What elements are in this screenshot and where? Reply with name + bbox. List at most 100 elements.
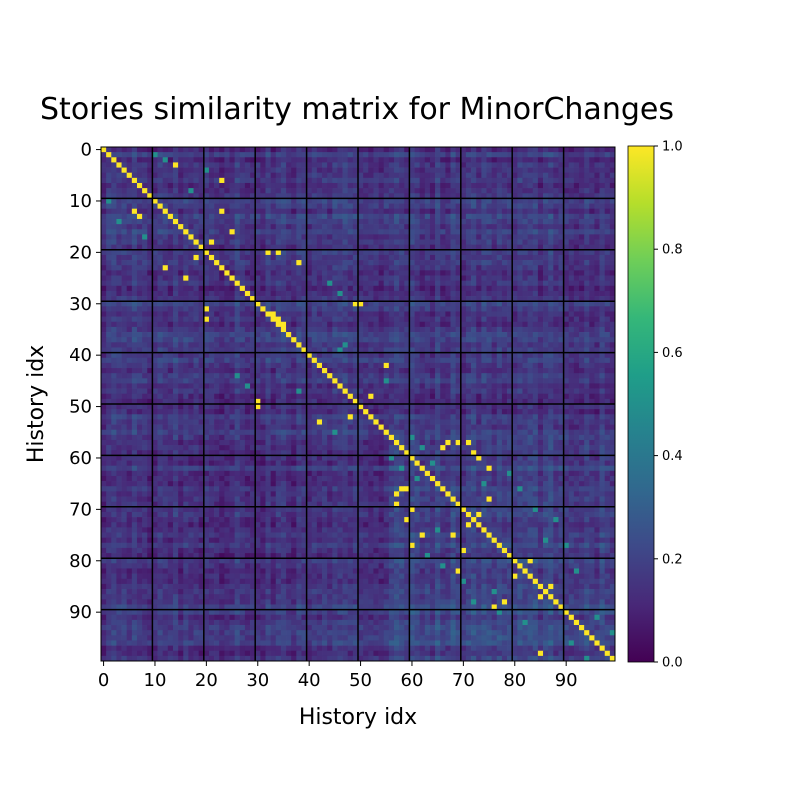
heatmap-cell (409, 357, 415, 364)
heatmap-cell (152, 218, 158, 225)
heatmap-cell (152, 234, 158, 240)
heatmap-cell (537, 326, 544, 333)
heatmap-cell (501, 368, 508, 374)
heatmap-cell (260, 311, 266, 317)
heatmap-cell (250, 275, 256, 281)
heatmap-cell (383, 193, 390, 199)
heatmap-cell (373, 280, 379, 287)
heatmap-cell (404, 218, 410, 225)
heatmap-cell (280, 152, 287, 158)
heatmap-cell (435, 398, 441, 405)
heatmap-cell (188, 254, 194, 261)
heatmap-cell (512, 254, 518, 261)
heatmap-cell (136, 321, 143, 328)
heatmap-cell (594, 290, 600, 297)
heatmap-cell (414, 337, 421, 343)
heatmap-cell (543, 398, 549, 405)
heatmap-cell (152, 265, 158, 271)
heatmap-cell (532, 172, 539, 179)
heatmap-cell (424, 177, 431, 184)
heatmap-cell (157, 229, 164, 235)
heatmap-cell (198, 244, 205, 251)
heatmap-cell (568, 172, 575, 179)
heatmap-cell (239, 213, 246, 220)
heatmap-cell (116, 311, 122, 317)
heatmap-cell (460, 198, 467, 204)
heatmap-cell (399, 362, 405, 369)
heatmap-cell (558, 290, 564, 297)
heatmap-cell (522, 249, 528, 256)
heatmap-cell (306, 290, 313, 297)
heatmap-cell (250, 198, 256, 204)
heatmap-cell (322, 373, 328, 379)
heatmap-cell (183, 213, 189, 220)
heatmap-cell (116, 347, 122, 353)
heatmap-cell (435, 352, 441, 359)
heatmap-cell (244, 244, 251, 251)
heatmap-cell (322, 378, 328, 384)
heatmap-cell (296, 306, 302, 312)
heatmap-cell (126, 234, 133, 240)
heatmap-cell (296, 157, 302, 163)
heatmap-cell (183, 368, 189, 374)
heatmap-cell (214, 265, 220, 271)
heatmap-cell (424, 306, 431, 312)
heatmap-cell (358, 393, 364, 400)
heatmap-cell (553, 290, 559, 297)
heatmap-cell (178, 393, 184, 400)
heatmap-cell (486, 296, 492, 302)
heatmap-cell (255, 188, 261, 194)
heatmap-cell (280, 311, 287, 317)
heatmap-cell (147, 203, 153, 210)
heatmap-cell (275, 332, 282, 338)
heatmap-cell (162, 147, 169, 153)
heatmap-cell (481, 285, 487, 292)
heatmap-cell (476, 147, 482, 153)
heatmap-cell (322, 239, 328, 246)
heatmap-cell (342, 373, 349, 379)
heatmap-cell (568, 342, 575, 348)
heatmap-cell (373, 244, 379, 251)
heatmap-cell (136, 239, 143, 246)
heatmap-cell (594, 332, 600, 338)
heatmap-cell (147, 152, 153, 158)
heatmap-cell (126, 218, 133, 225)
heatmap-cell (101, 290, 107, 297)
heatmap-cell (193, 260, 200, 266)
heatmap-cell (162, 275, 169, 281)
heatmap-cell (311, 162, 318, 168)
heatmap-cell (250, 254, 256, 261)
heatmap-cell (573, 193, 580, 199)
heatmap-cell (424, 357, 431, 364)
heatmap-cell (599, 388, 606, 395)
heatmap-cell (203, 275, 210, 281)
heatmap-cell (409, 224, 415, 230)
heatmap-cell (465, 352, 472, 359)
heatmap-cell (358, 306, 364, 312)
heatmap-cell (507, 208, 513, 215)
heatmap-cell (414, 270, 421, 276)
heatmap-cell (450, 398, 457, 405)
heatmap-cell (455, 270, 462, 276)
heatmap-cell (471, 275, 477, 281)
heatmap-cell (584, 306, 590, 312)
heatmap-cell (481, 260, 487, 266)
heatmap-cell (373, 249, 379, 256)
heatmap-cell (409, 147, 415, 153)
heatmap-cell (471, 326, 477, 333)
heatmap-cell (172, 213, 179, 220)
heatmap-cell (404, 316, 410, 323)
heatmap-cell (543, 167, 549, 174)
heatmap-cell (121, 244, 128, 251)
heatmap-cell (183, 290, 189, 297)
heatmap-cell (445, 270, 451, 276)
heatmap-cell (543, 147, 549, 153)
heatmap-cell (203, 290, 210, 297)
heatmap-cell (486, 337, 492, 343)
heatmap-cell (471, 347, 477, 353)
heatmap-cell (301, 162, 307, 168)
heatmap-cell (193, 254, 200, 261)
heatmap-cell (383, 203, 390, 210)
heatmap-cell (101, 285, 107, 292)
heatmap-cell (465, 172, 472, 179)
